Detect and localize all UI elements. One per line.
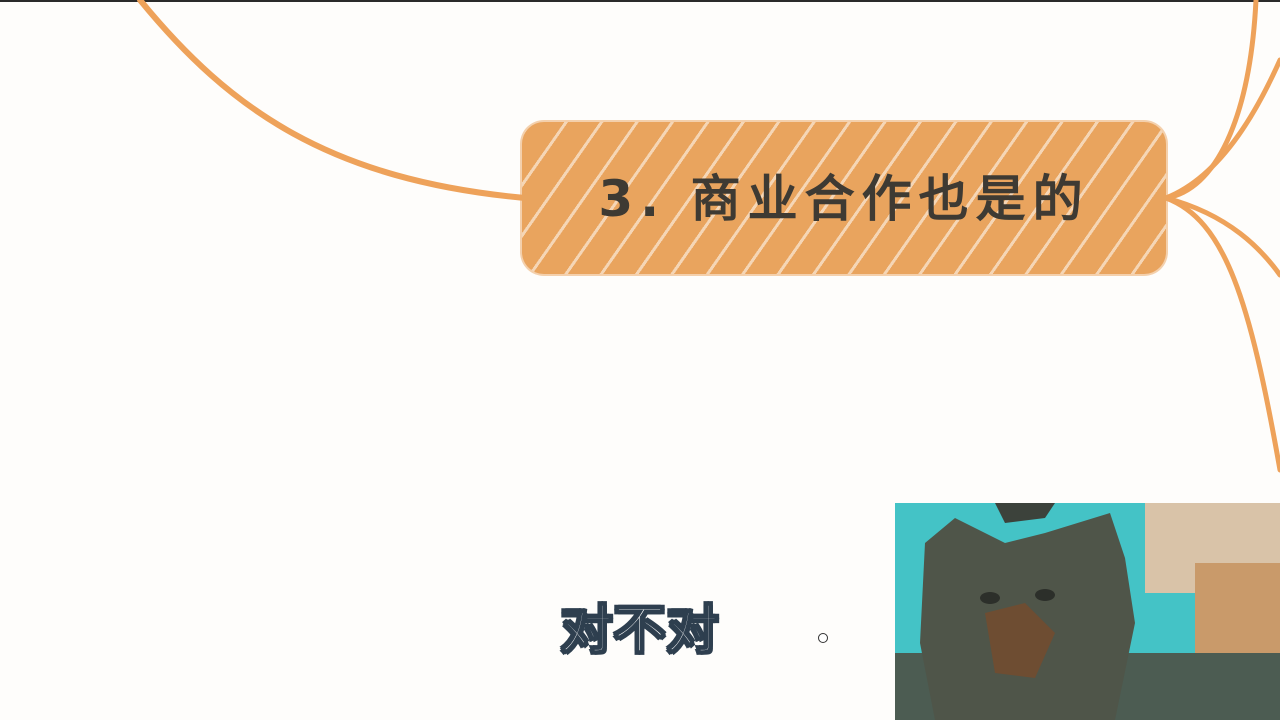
- branch-right-2: [1163, 57, 1280, 201]
- branch-left: [137, 0, 528, 201]
- mouse-cursor-icon: [818, 633, 828, 643]
- webcam-overlay: [895, 503, 1280, 720]
- branch-right-4: [1163, 195, 1280, 473]
- top-border-line: [0, 0, 1280, 2]
- cat-image: [895, 503, 1280, 720]
- mindmap-node-3[interactable]: 3. 商业合作也是的: [522, 122, 1166, 274]
- node-title: 3. 商业合作也是的: [598, 170, 1090, 228]
- video-subtitle: 对不对: [559, 600, 720, 662]
- branch-right-3: [1163, 195, 1280, 278]
